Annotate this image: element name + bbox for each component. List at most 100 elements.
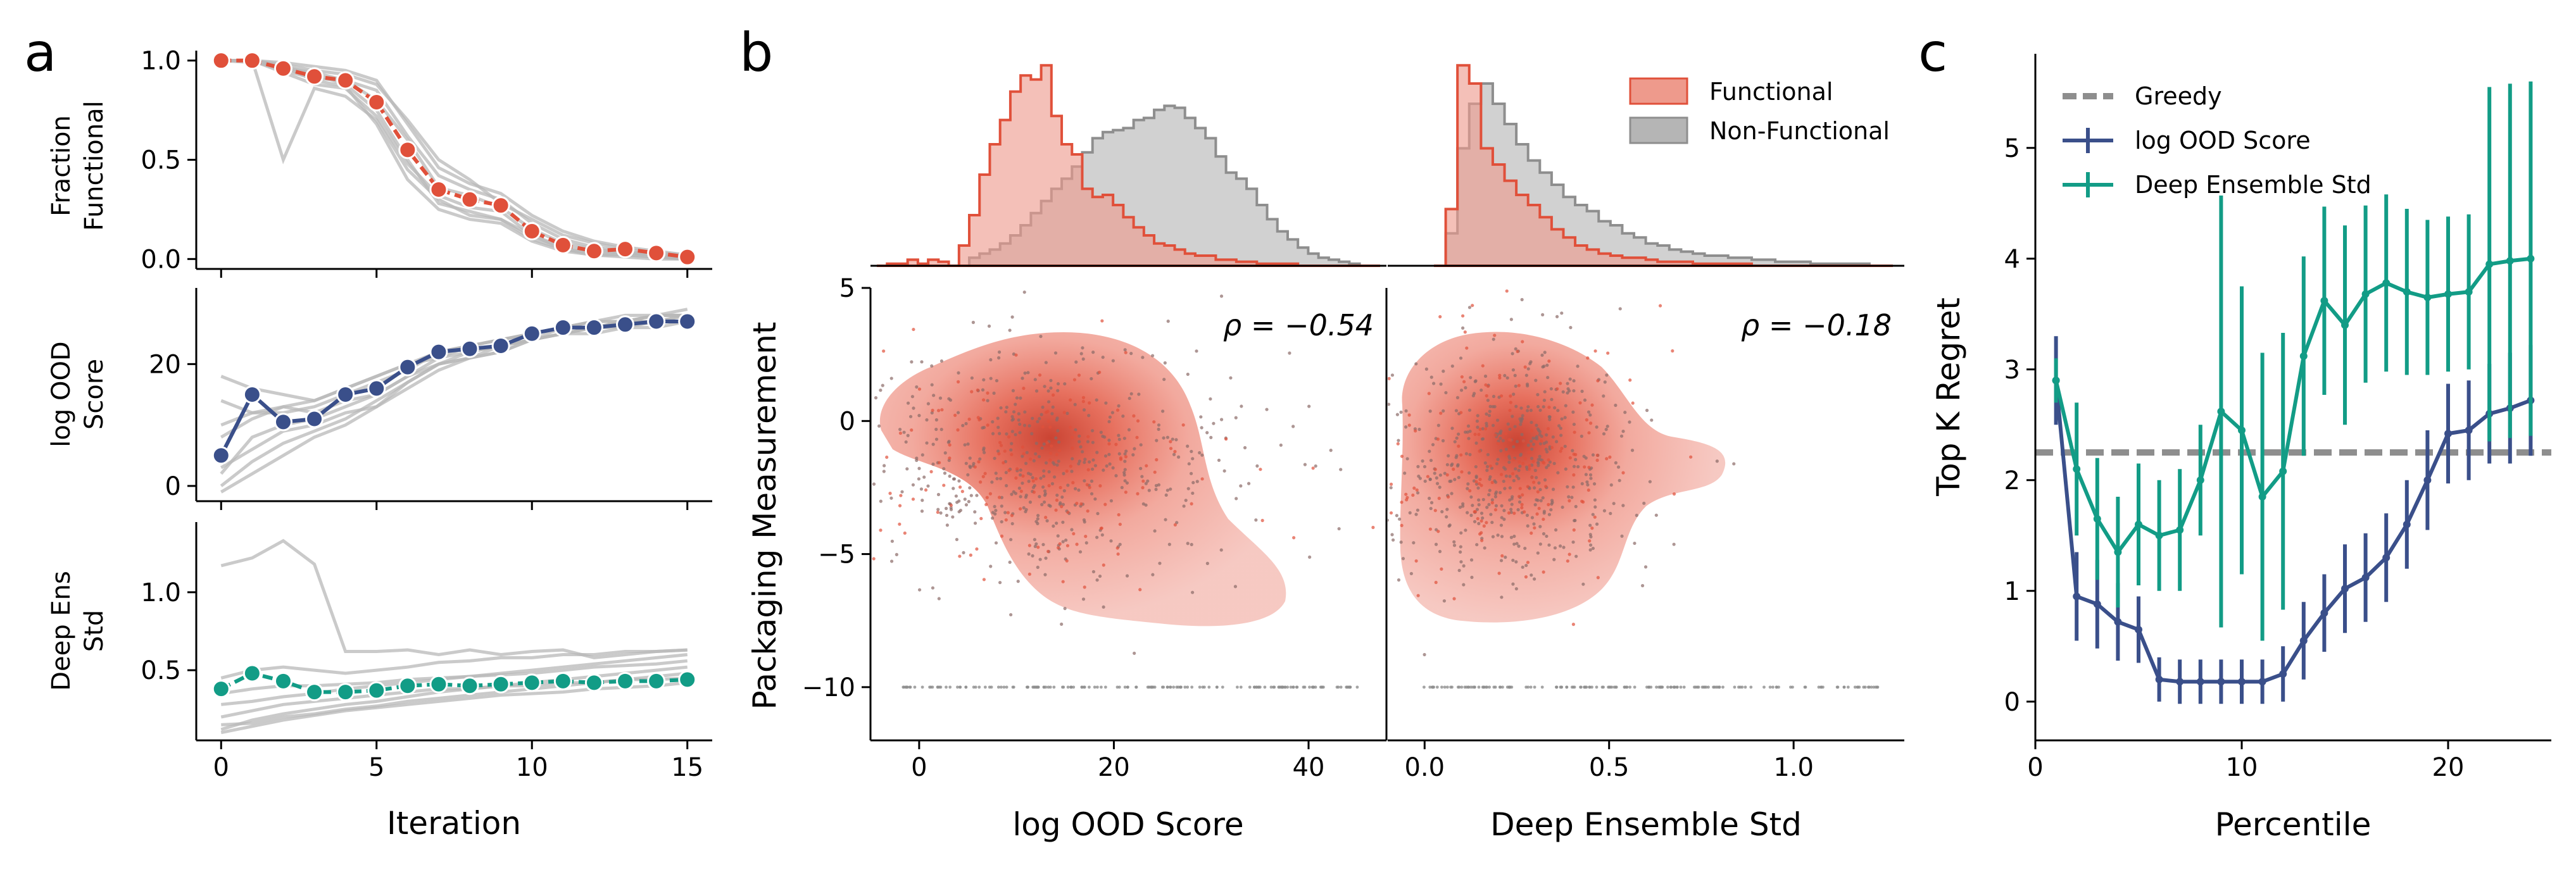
scatter-point	[1414, 513, 1418, 516]
nonfunctional-point	[1095, 685, 1099, 689]
scatter-point	[1517, 494, 1521, 499]
scatter-point	[902, 430, 906, 434]
scatter-point	[1468, 489, 1472, 493]
scatter-point	[1482, 524, 1486, 528]
rho-annotation-left: ρ = −0.54	[1223, 308, 1374, 342]
scatter-point	[917, 414, 921, 418]
nonfunctional-point	[1134, 685, 1138, 689]
scatter-point	[993, 504, 996, 509]
scatter-point	[1471, 304, 1474, 308]
scatter-point	[1631, 401, 1635, 405]
nonfunctional-point	[1428, 685, 1432, 689]
a1-point	[522, 221, 541, 240]
scatter-point	[998, 580, 1002, 585]
nonfunctional-point	[1857, 685, 1861, 689]
a3-ylabel-line1: Deep Ens	[47, 571, 76, 691]
c-xlabel: Percentile	[2215, 806, 2372, 843]
scatter-point	[1436, 530, 1440, 533]
scatter-point	[1442, 370, 1445, 373]
nonfunctional-point	[1036, 685, 1040, 689]
scatter-point	[1499, 559, 1504, 563]
scatter-point	[1088, 460, 1091, 464]
scatter-point	[1648, 480, 1652, 483]
nonfunctional-point	[1529, 685, 1533, 689]
scatter-point	[929, 470, 933, 474]
scatter-point	[970, 390, 974, 394]
scatter-point	[1195, 349, 1198, 353]
scatter-point	[1219, 294, 1224, 298]
scatter-point	[1186, 487, 1190, 490]
nonfunctional-point	[1703, 685, 1707, 689]
scatter-point	[1081, 396, 1086, 399]
scatter-point	[898, 504, 902, 508]
scatter-point	[1234, 416, 1238, 420]
scatter-point	[1123, 348, 1127, 352]
scatter-point	[1078, 440, 1081, 444]
scatter-point	[1141, 479, 1145, 483]
b_scatter_left-ytick-label: 5	[839, 274, 855, 303]
scatter-point	[1139, 443, 1143, 447]
scatter-point	[1555, 315, 1559, 319]
scatter-point	[920, 360, 924, 364]
scatter-point	[1529, 439, 1533, 443]
scatter-point	[984, 502, 988, 506]
scatter-point	[1516, 349, 1519, 353]
scatter-point	[967, 417, 971, 421]
scatter-point	[1104, 401, 1108, 405]
scatter-point	[998, 432, 1002, 435]
scatter-point	[1428, 527, 1433, 531]
nonfunctional-point	[956, 685, 959, 689]
nonfunctional-point	[1190, 685, 1194, 689]
nonfunctional-point	[1540, 685, 1544, 689]
scatter-point	[1051, 393, 1055, 397]
scatter-point	[796, 437, 800, 440]
scatter-point	[991, 516, 995, 520]
nonfunctional-point	[1440, 685, 1443, 689]
scatter-point	[1070, 528, 1074, 532]
scatter-point	[1010, 414, 1014, 419]
scatter-point	[1391, 538, 1395, 542]
scatter-point	[1122, 471, 1126, 475]
scatter-point	[1027, 572, 1031, 576]
scatter-point	[1452, 540, 1456, 544]
nonfunctional-point	[1295, 685, 1299, 689]
scatter-point	[1462, 380, 1466, 383]
scatter-point	[917, 477, 920, 481]
nonfunctional-point	[1149, 685, 1153, 689]
scatter-point	[1630, 449, 1635, 452]
scatter-point	[1478, 532, 1482, 536]
scatter-point	[1098, 574, 1102, 578]
nonfunctional-point	[1312, 685, 1316, 689]
scatter-point	[1616, 465, 1621, 469]
scatter-point	[1123, 468, 1127, 471]
scatter-point	[1459, 550, 1462, 554]
scatter-point	[1400, 523, 1404, 528]
scatter-point	[1582, 454, 1586, 458]
scatter-point	[1038, 416, 1041, 421]
scatter-point	[1090, 492, 1094, 495]
scatter-point	[1542, 570, 1545, 574]
scatter-point	[1337, 526, 1341, 531]
scatter-point	[1056, 389, 1060, 392]
scatter-point	[994, 471, 998, 475]
series-point	[2444, 430, 2452, 438]
scatter-point	[1618, 478, 1621, 482]
scatter-point	[956, 380, 960, 383]
nonfunctional-point	[1679, 685, 1683, 689]
scatter-point	[1438, 485, 1442, 489]
scatter-point	[1205, 431, 1209, 435]
scatter-point	[931, 442, 935, 446]
scatter-point	[1434, 580, 1438, 585]
scatter-point	[1568, 377, 1572, 381]
scatter-point	[1499, 449, 1503, 452]
scatter-point	[1037, 454, 1041, 459]
a1-ytick-label: 0.0	[141, 245, 181, 274]
a2-point	[305, 409, 324, 428]
scatter-point	[1461, 314, 1465, 318]
scatter-point	[1506, 422, 1510, 426]
scatter-point	[996, 449, 1000, 453]
scatter-point	[1591, 513, 1595, 516]
a2-point	[398, 358, 417, 377]
c-ytick-label: 3	[2004, 356, 2020, 385]
scatter-point	[1480, 539, 1484, 542]
